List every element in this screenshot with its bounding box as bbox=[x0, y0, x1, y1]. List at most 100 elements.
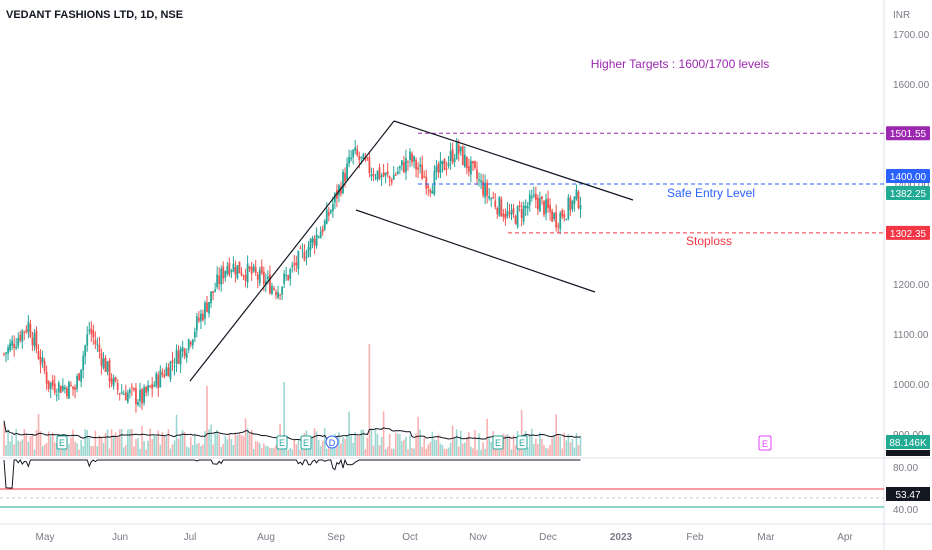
volume-bar bbox=[179, 434, 182, 456]
candle-body bbox=[443, 159, 446, 171]
volume-bar bbox=[226, 439, 229, 456]
earnings-marker: E bbox=[300, 435, 312, 450]
candle-body bbox=[340, 186, 342, 194]
volume-bar bbox=[96, 446, 99, 456]
candle-body bbox=[313, 238, 316, 246]
candle-body bbox=[224, 271, 227, 278]
candle-body bbox=[171, 360, 174, 363]
trendline-channel-top bbox=[393, 120, 634, 201]
volume-bar bbox=[218, 434, 220, 456]
volume-bar bbox=[352, 442, 354, 456]
candle-body bbox=[108, 360, 111, 382]
volume-bar bbox=[80, 440, 82, 456]
volume-bar bbox=[88, 437, 91, 456]
candle-body bbox=[159, 370, 162, 388]
candle-body bbox=[370, 174, 373, 177]
candle-body bbox=[173, 365, 176, 367]
volume-bar bbox=[401, 441, 403, 456]
volume-bar bbox=[74, 441, 76, 456]
candle-body bbox=[267, 276, 269, 280]
volume-bar bbox=[120, 429, 123, 456]
volume-bar bbox=[443, 448, 446, 456]
volume-bar bbox=[449, 442, 452, 456]
volume-bar bbox=[275, 445, 277, 456]
candle-body bbox=[147, 384, 150, 392]
candle-body bbox=[541, 196, 543, 200]
volume-bar bbox=[457, 446, 460, 456]
candle-body bbox=[549, 204, 551, 212]
candle-body bbox=[126, 392, 129, 402]
candle-body bbox=[403, 162, 405, 173]
candle-body bbox=[19, 334, 22, 341]
volume-bar bbox=[374, 428, 377, 456]
volume-bar bbox=[411, 447, 413, 456]
candle-body bbox=[55, 395, 58, 397]
candle-body bbox=[210, 291, 212, 304]
volume-bar bbox=[252, 448, 255, 456]
y-tick-label: 1400.00 bbox=[893, 180, 930, 191]
upcoming-earnings-marker: E bbox=[758, 435, 772, 451]
candle-body bbox=[396, 171, 399, 174]
candle-body bbox=[366, 157, 369, 159]
volume-bar bbox=[372, 445, 375, 456]
volume-bar bbox=[559, 436, 562, 456]
volume-bar bbox=[506, 433, 509, 456]
candle-body bbox=[506, 210, 509, 217]
candle-body bbox=[179, 348, 182, 365]
volume-bar bbox=[528, 434, 531, 456]
candle-body bbox=[425, 176, 428, 189]
volume-bar bbox=[496, 447, 499, 456]
volume-bar bbox=[433, 439, 436, 456]
candle-body bbox=[411, 153, 413, 163]
candle-body bbox=[447, 162, 450, 167]
volume-bar bbox=[100, 437, 103, 456]
volume-bar bbox=[13, 444, 15, 456]
volume-value-tag: 88.146K bbox=[886, 435, 930, 456]
candle-body bbox=[543, 201, 545, 215]
volume-bar bbox=[210, 424, 212, 456]
volume-bar bbox=[183, 431, 186, 456]
y-tick-label: 1000.00 bbox=[893, 380, 930, 391]
x-tick-label: Mar bbox=[757, 532, 775, 543]
candle-body bbox=[413, 156, 415, 162]
volume-bar bbox=[112, 435, 115, 456]
earnings-marker-bg bbox=[516, 435, 528, 450]
price-tag-label: 1382.25 bbox=[890, 189, 927, 200]
chart-title: VEDANT FASHIONS LTD, 1D, NSE bbox=[6, 9, 183, 21]
candle-body bbox=[206, 302, 208, 312]
candle-body bbox=[309, 239, 312, 250]
volume-bar bbox=[23, 429, 26, 456]
volume-bar bbox=[445, 448, 448, 456]
candle-body bbox=[163, 374, 166, 377]
volume-bar bbox=[246, 428, 249, 456]
candle-body bbox=[70, 384, 72, 386]
candle-body bbox=[220, 268, 223, 285]
candle-body bbox=[317, 236, 320, 238]
candle-body bbox=[86, 334, 89, 346]
x-tick-label: May bbox=[36, 532, 55, 543]
candle-body bbox=[392, 174, 395, 180]
candle-body bbox=[252, 265, 255, 272]
volume-bar bbox=[60, 447, 62, 456]
volume-bar bbox=[340, 443, 342, 456]
earnings-marker-bg bbox=[276, 435, 288, 450]
volume-bar bbox=[384, 449, 387, 456]
volume-bar bbox=[382, 411, 385, 456]
candle-body bbox=[116, 382, 119, 391]
volume-bar bbox=[451, 425, 454, 456]
candle-body bbox=[561, 210, 564, 217]
candle-body bbox=[490, 198, 493, 200]
candle-body bbox=[64, 387, 66, 390]
candle-body bbox=[423, 176, 426, 178]
candle-body bbox=[547, 198, 549, 208]
candle-body bbox=[189, 341, 192, 345]
y-tick-label: 1200.00 bbox=[893, 280, 930, 291]
candle-body bbox=[289, 269, 292, 279]
candle-body bbox=[151, 383, 154, 389]
candle-body bbox=[354, 147, 357, 151]
volume-bar bbox=[208, 429, 210, 456]
candle-body bbox=[31, 337, 34, 346]
candle-body bbox=[248, 266, 251, 270]
